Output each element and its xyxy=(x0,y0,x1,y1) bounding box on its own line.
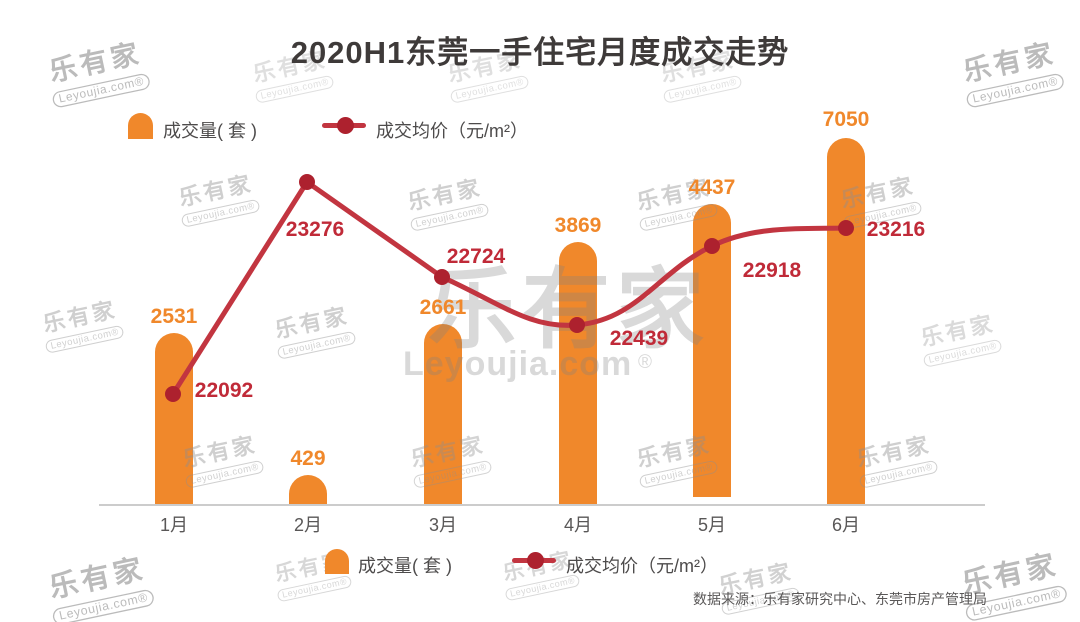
bar-value-label: 2661 xyxy=(419,296,467,319)
bar-month-2 xyxy=(289,475,327,504)
bar-value-label: 7050 xyxy=(822,108,870,131)
price-point-4 xyxy=(569,317,585,333)
x-tick-label: 5月 xyxy=(697,515,726,535)
page-title: 2020H1东莞一手住宅月度成交走势 xyxy=(290,35,790,70)
bar-month-1 xyxy=(155,333,193,504)
bar-month-4 xyxy=(559,242,597,504)
data-source-note: 数据来源：乐有家研究中心、东莞市房产管理局 xyxy=(693,591,987,607)
line-marker-dot-icon xyxy=(527,552,544,569)
legend-bar-icon xyxy=(128,113,153,139)
x-tick-label: 3月 xyxy=(428,515,457,535)
bar-value-label: 3869 xyxy=(554,214,602,237)
price-point-5 xyxy=(704,238,720,254)
price-value-label: 22918 xyxy=(742,259,802,282)
price-value-label: 22092 xyxy=(194,379,254,402)
price-point-1 xyxy=(165,386,181,402)
price-point-3 xyxy=(434,269,450,285)
legend-line-label: 成交均价（元/m²） xyxy=(566,556,718,576)
x-tick-label: 2月 xyxy=(293,515,322,535)
x-tick-label: 6月 xyxy=(831,515,860,535)
bar-month-6 xyxy=(827,138,865,504)
legend-line-label: 成交均价（元/m²） xyxy=(376,121,528,141)
price-value-label: 22439 xyxy=(609,327,669,350)
price-line xyxy=(170,179,849,397)
legend-bar-icon xyxy=(325,549,349,574)
price-value-label: 22724 xyxy=(446,245,506,268)
legend-bar-label: 成交量( 套 ) xyxy=(163,121,257,141)
price-value-label: 23216 xyxy=(866,218,926,241)
price-point-6 xyxy=(838,220,854,236)
bar-value-label: 2531 xyxy=(150,305,198,328)
line-marker-dot-icon xyxy=(337,117,354,134)
legend-bar-label: 成交量( 套 ) xyxy=(358,556,452,576)
price-value-label: 23276 xyxy=(285,218,345,241)
x-tick-label: 4月 xyxy=(563,515,592,535)
bar-value-label: 429 xyxy=(290,447,326,470)
bar-month-3 xyxy=(424,324,462,504)
x-tick-label: 1月 xyxy=(159,515,188,535)
price-point-2 xyxy=(299,174,315,190)
bar-value-label: 4437 xyxy=(688,176,736,199)
x-axis-line xyxy=(99,504,985,506)
